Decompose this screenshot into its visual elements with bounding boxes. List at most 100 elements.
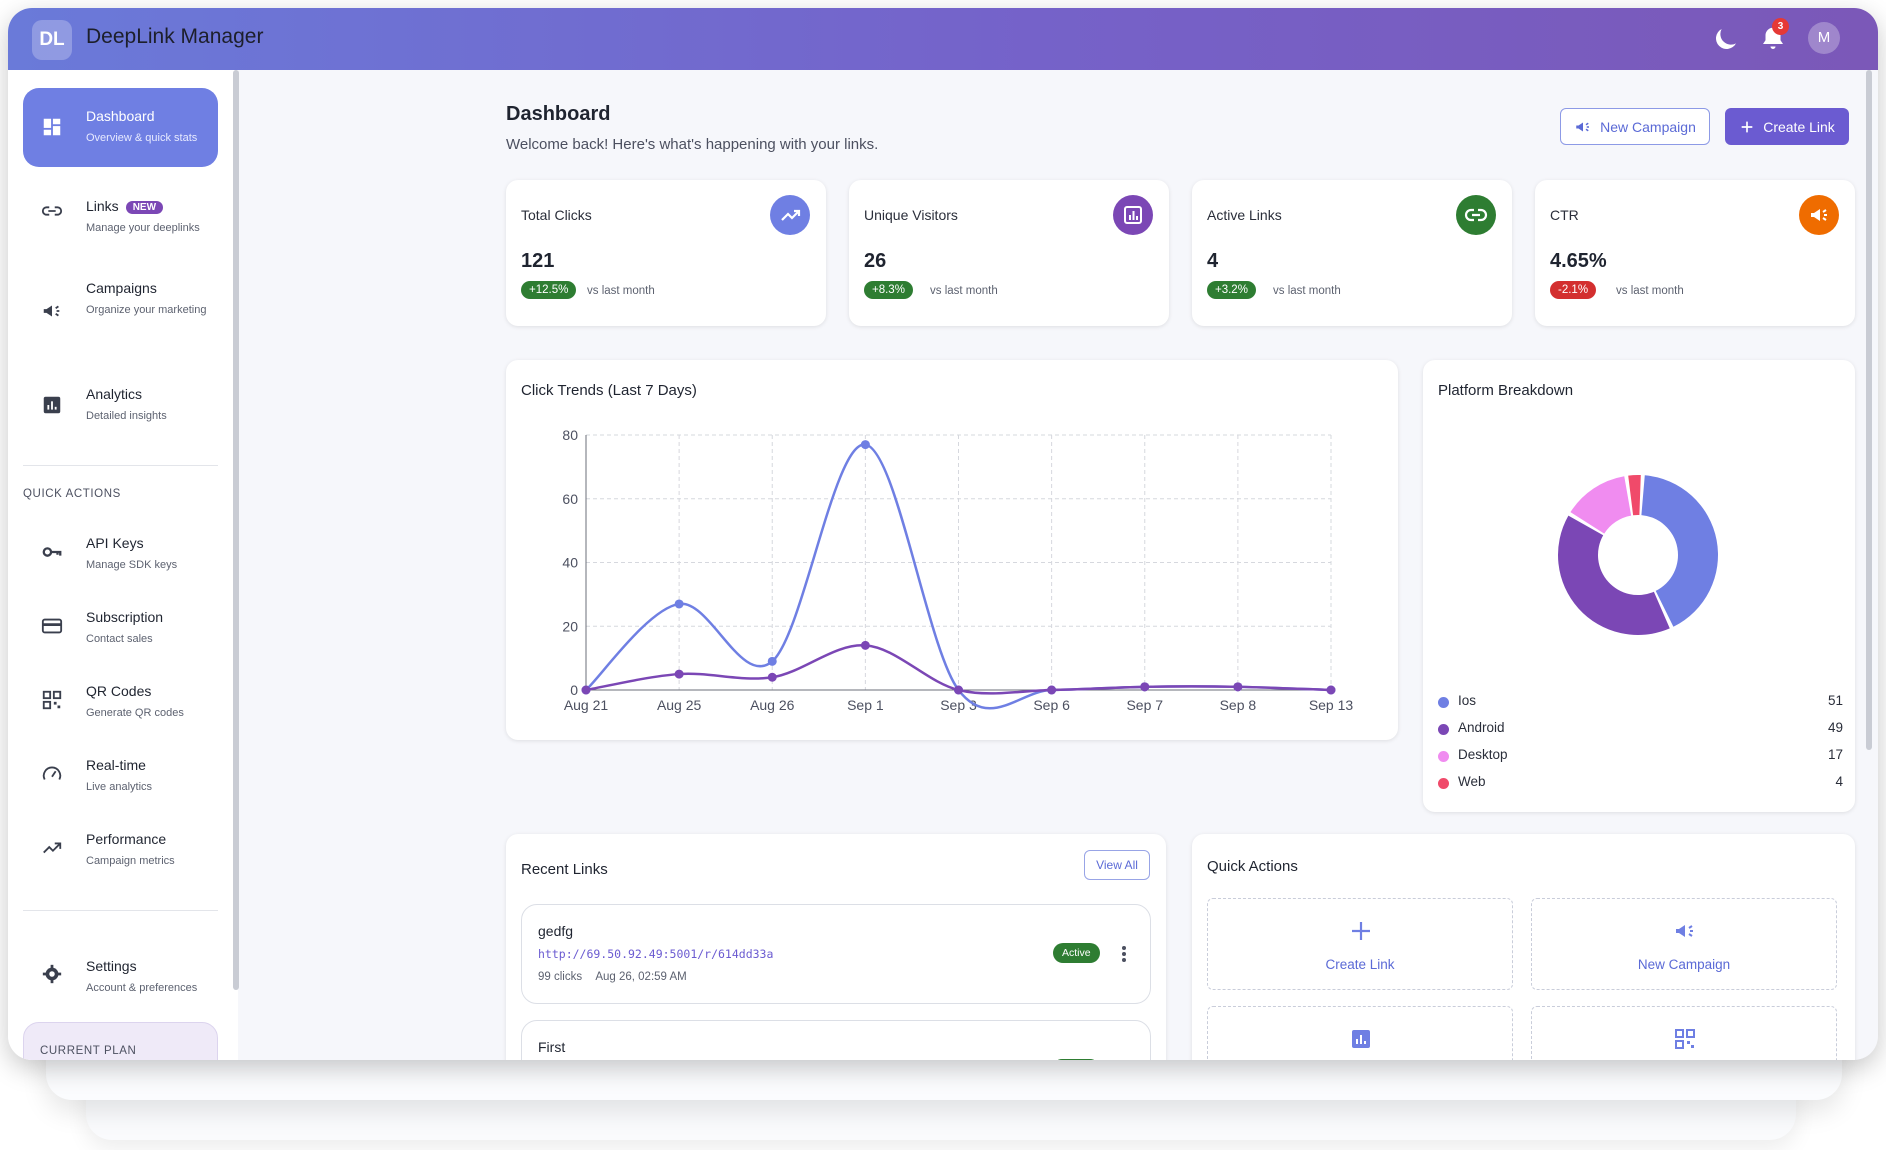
sidebar-item-subtitle: Organize your marketing bbox=[86, 304, 207, 316]
sidebar-scrollbar[interactable] bbox=[233, 70, 239, 990]
legend-color-dot bbox=[1438, 751, 1449, 762]
create-link-button[interactable]: Create Link bbox=[1725, 108, 1849, 145]
data-point bbox=[860, 640, 870, 650]
data-point bbox=[1326, 685, 1336, 695]
new-campaign-label: New Campaign bbox=[1600, 118, 1696, 135]
donut-slice-desktop bbox=[1570, 476, 1632, 534]
sidebar-item-subtitle: Account & preferences bbox=[86, 982, 198, 994]
platform-breakdown-title: Platform Breakdown bbox=[1438, 382, 1574, 399]
page-title: Dashboard bbox=[506, 103, 611, 125]
link-url[interactable]: http://69.50.92.49:5001/r/614dd33a bbox=[538, 947, 774, 961]
link-date: Aug 26, 02:59 AM bbox=[595, 971, 687, 983]
link-list-item[interactable]: First bbox=[521, 1020, 1151, 1060]
user-avatar[interactable]: M bbox=[1808, 22, 1840, 54]
stat-value: 4 bbox=[1207, 250, 1219, 272]
sidebar-item-settings[interactable]: Settings Account & preferences bbox=[23, 943, 218, 1005]
x-tick-label: Sep 8 bbox=[1220, 697, 1257, 713]
megaphone-icon bbox=[1799, 195, 1839, 235]
click-trends-card: Click Trends (Last 7 Days) 0 20 40 60 80 Aug … bbox=[506, 360, 1398, 740]
status-badge: Active bbox=[1053, 943, 1100, 963]
quick-actions-title: Quick Actions bbox=[1207, 858, 1298, 875]
new-badge: NEW bbox=[125, 201, 164, 214]
sidebar-item-label: Dashboard bbox=[86, 108, 155, 124]
click-trends-chart: 0 20 40 60 80 Aug 21 Aug 25 Aug 26 Sep 1 Sep 3 Sep… bbox=[562, 427, 1353, 713]
trending-up-icon bbox=[770, 195, 810, 235]
trending-up-icon bbox=[43, 842, 62, 854]
new-campaign-button[interactable]: New Campaign bbox=[1560, 108, 1710, 145]
sidebar bbox=[8, 70, 238, 1060]
quick-action-analytics[interactable] bbox=[1207, 1006, 1513, 1060]
quick-action-label: New Campaign bbox=[1637, 957, 1731, 972]
stat-title: Total Clicks bbox=[521, 207, 592, 223]
stat-card-ctr: CTR 4.65% -2.1% vs last month bbox=[1535, 180, 1855, 326]
stat-title: Active Links bbox=[1207, 207, 1282, 223]
sidebar-divider bbox=[23, 465, 218, 466]
link-icon bbox=[1456, 195, 1496, 235]
current-plan-card[interactable] bbox=[23, 1022, 218, 1060]
sidebar-item-subtitle: Overview & quick stats bbox=[86, 132, 198, 144]
legend-item-desktop: Desktop 17 bbox=[1438, 747, 1843, 769]
more-options-icon[interactable] bbox=[1119, 943, 1129, 965]
analytics-icon bbox=[43, 396, 61, 414]
sidebar-item-dashboard[interactable]: Dashboard Overview & quick stats bbox=[23, 88, 218, 167]
data-point bbox=[767, 656, 777, 666]
quick-action-qr-codes[interactable] bbox=[1531, 1006, 1837, 1060]
stat-comparison: vs last month bbox=[930, 285, 998, 297]
recent-links-title: Recent Links bbox=[521, 861, 608, 878]
x-tick-label: Aug 21 bbox=[564, 697, 609, 713]
sidebar-item-campaigns[interactable]: Campaigns Organize your marketing bbox=[23, 260, 218, 350]
quick-actions-heading: QUICK ACTIONS bbox=[23, 488, 121, 500]
main-scrollbar[interactable] bbox=[1866, 70, 1872, 750]
link-list-item[interactable]: gedfg http://69.50.92.49:5001/r/614dd33a… bbox=[521, 904, 1151, 1004]
sidebar-item-qr-codes[interactable]: QR Codes Generate QR codes bbox=[23, 668, 218, 730]
stat-card-total-clicks: Total Clicks 121 +12.5% vs last month bbox=[506, 180, 826, 326]
quick-action-label: Create Link bbox=[1325, 957, 1395, 972]
speedometer-icon bbox=[42, 766, 62, 780]
x-tick-label: Aug 25 bbox=[657, 697, 702, 713]
sidebar-item-analytics[interactable]: Analytics Detailed insights bbox=[23, 366, 218, 428]
qr-code-icon bbox=[42, 690, 62, 710]
stat-card-unique-visitors: Unique Visitors 26 +8.3% vs last month bbox=[849, 180, 1169, 326]
sidebar-item-links[interactable]: Links NEW Manage your deeplinks bbox=[23, 178, 218, 240]
qr-code-icon bbox=[1675, 1029, 1695, 1049]
page-subtitle: Welcome back! Here's what's happening wi… bbox=[506, 136, 879, 153]
view-all-button[interactable]: View All bbox=[1084, 850, 1150, 880]
gear-icon bbox=[42, 964, 62, 984]
data-point bbox=[767, 672, 777, 682]
sidebar-item-label: Links bbox=[86, 198, 119, 214]
recent-links-card: Recent Links View All gedfg http://69.50… bbox=[506, 834, 1166, 1060]
sidebar-item-performance[interactable]: Performance Campaign metrics bbox=[23, 816, 218, 878]
create-link-label: Create Link bbox=[1763, 118, 1835, 135]
y-tick-label: 60 bbox=[562, 491, 578, 507]
legend-label: Web bbox=[1458, 774, 1486, 789]
y-tick-label: 80 bbox=[562, 427, 578, 443]
legend-item-android: Android 49 bbox=[1438, 720, 1843, 742]
sidebar-divider bbox=[23, 910, 218, 911]
sidebar-item-api-keys[interactable]: API Keys Manage SDK keys bbox=[23, 520, 218, 582]
legend-color-dot bbox=[1438, 778, 1449, 789]
legend-value: 4 bbox=[1835, 774, 1843, 789]
data-point bbox=[581, 685, 591, 695]
x-tick-label: Sep 7 bbox=[1126, 697, 1163, 713]
sidebar-item-label: Settings bbox=[86, 958, 137, 974]
sidebar-item-subscription[interactable]: Subscription Contact sales bbox=[23, 594, 218, 656]
legend-label: Android bbox=[1458, 720, 1505, 735]
data-point bbox=[674, 669, 684, 679]
notification-count-badge: 3 bbox=[1772, 18, 1789, 35]
sidebar-item-real-time[interactable]: Real-time Live analytics bbox=[23, 742, 218, 804]
click-trends-title: Click Trends (Last 7 Days) bbox=[521, 382, 697, 399]
top-bar: DL DeepLink Manager 3 M bbox=[8, 8, 1878, 70]
stat-value: 4.65% bbox=[1550, 250, 1607, 272]
sidebar-item-subtitle: Detailed insights bbox=[86, 410, 167, 422]
quick-action-create-link[interactable]: Create Link bbox=[1207, 898, 1513, 990]
dashboard-icon bbox=[43, 118, 61, 136]
data-point bbox=[954, 685, 963, 695]
x-tick-label: Sep 3 bbox=[940, 697, 977, 713]
donut-slice-android bbox=[1558, 515, 1670, 635]
y-tick-label: 0 bbox=[570, 682, 578, 698]
legend-item-web: Web 4 bbox=[1438, 774, 1843, 796]
donut-slice-web bbox=[1628, 475, 1641, 516]
dark-mode-icon[interactable] bbox=[1711, 24, 1741, 54]
quick-action-new-campaign[interactable]: New Campaign bbox=[1531, 898, 1837, 990]
platform-breakdown-card: Platform Breakdown Ios 51 Android 49 Des… bbox=[1423, 360, 1855, 812]
